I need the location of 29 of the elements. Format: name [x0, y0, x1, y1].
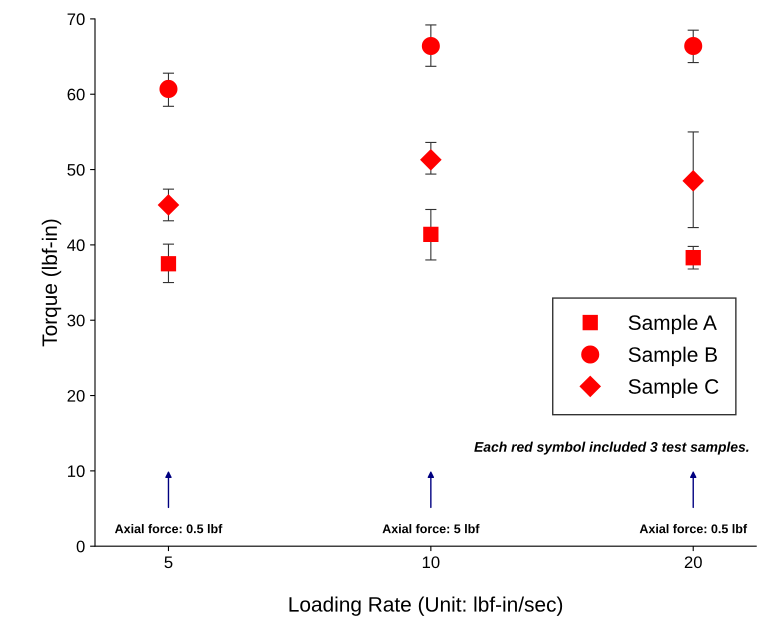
y-tick-label: 10: [68, 465, 85, 478]
x-tick-label: 10: [422, 556, 440, 568]
point: [684, 36, 702, 56]
annotation: Axial force: 0.5 lbf: [114, 524, 222, 534]
point: [420, 149, 442, 170]
annotation: Each red symbol included 3 test samples.: [474, 442, 748, 455]
annotation: Axial force: 0.5 lbf: [640, 524, 748, 534]
point: [158, 194, 179, 216]
x-axis-title: Loading Rate (Unit: lbf-in/sec): [290, 596, 562, 616]
legend-label: Sample B: [628, 346, 717, 366]
annotation: Axial force: 5 lbf: [382, 524, 480, 534]
x-tick-label: 20: [684, 556, 702, 568]
y-tick-label: 20: [68, 390, 85, 402]
y-tick-label: 0: [76, 540, 85, 552]
point: [159, 80, 178, 98]
y-axis-title: Torque (lbf-in): [42, 220, 62, 346]
x-tick-label: 5: [164, 556, 172, 568]
point: [160, 256, 176, 272]
y-tick-label: 40: [67, 239, 85, 252]
y-tick-label: 30: [67, 314, 85, 326]
point: [682, 170, 704, 192]
point: [686, 250, 701, 266]
y-tick-label: 50: [67, 164, 85, 176]
point: [423, 226, 438, 242]
legend-label: Sample C: [628, 378, 718, 398]
y-tick-label: 60: [68, 88, 85, 100]
legend-label: Sample A: [628, 314, 717, 334]
point: [422, 36, 440, 56]
y-tick-label: 70: [68, 13, 85, 26]
